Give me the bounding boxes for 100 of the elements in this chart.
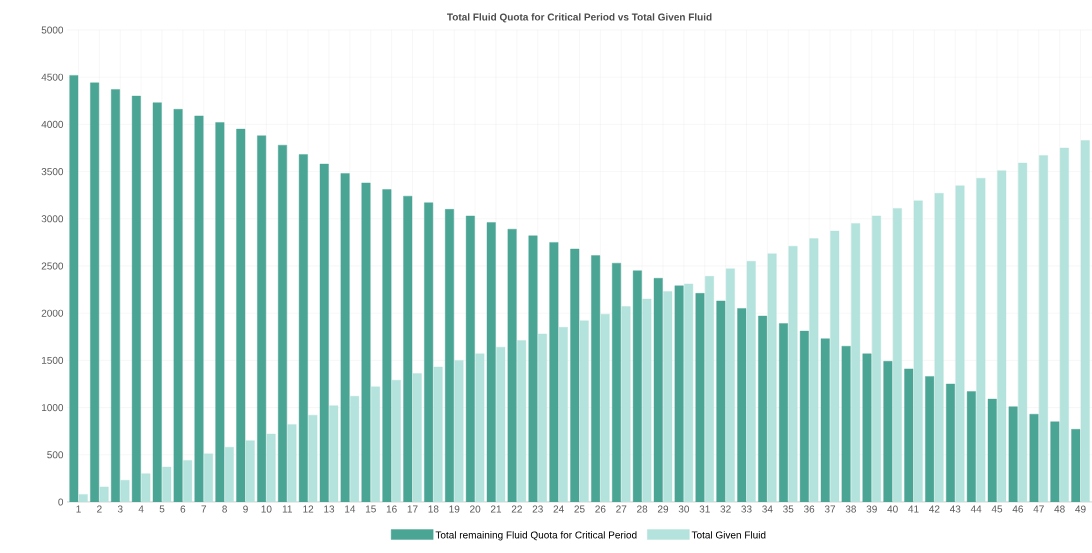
bar (558, 327, 568, 502)
x-tick-label: 29 (657, 505, 669, 513)
bar (245, 440, 255, 502)
bar (1018, 162, 1028, 502)
bar (162, 466, 172, 502)
bar (600, 313, 610, 502)
bar (663, 291, 673, 502)
x-tick-label: 38 (845, 505, 857, 513)
y-tick-label: 0 (58, 498, 64, 506)
x-tick-label: 40 (887, 505, 898, 513)
legend-label: Total Given Fluid (691, 531, 766, 539)
x-tick-label: 12 (303, 505, 314, 513)
bar (308, 414, 318, 502)
x-tick-label: 20 (470, 505, 481, 513)
x-tick-label: 39 (866, 505, 877, 513)
bar (1059, 147, 1069, 502)
x-tick-label: 32 (720, 505, 731, 513)
bar (851, 223, 861, 502)
x-tick-label: 47 (1033, 505, 1044, 513)
x-tick-label: 26 (595, 505, 606, 513)
bar (997, 170, 1007, 502)
bar (412, 373, 422, 502)
x-tick-label: 25 (574, 505, 585, 513)
bar (767, 253, 777, 502)
x-tick-label: 30 (678, 505, 690, 513)
chart-title: Total Fluid Quota for Critical Period vs Total Given Fluid (447, 13, 712, 23)
x-tick-label: 49 (1075, 505, 1086, 513)
x-tick-label: 43 (949, 505, 961, 513)
x-tick-label: 8 (222, 505, 227, 513)
x-tick-label: 37 (824, 505, 836, 513)
x-tick-label: 35 (783, 505, 794, 513)
bar (955, 185, 965, 502)
bar (391, 380, 401, 502)
bar (809, 238, 819, 502)
x-tick-label: 18 (428, 505, 439, 513)
x-tick-label: 9 (243, 505, 248, 513)
bar (725, 268, 735, 502)
bar (475, 353, 485, 502)
bar (496, 346, 506, 502)
x-tick-label: 6 (180, 505, 186, 513)
bar (830, 230, 840, 502)
x-tick-label: 24 (553, 505, 564, 513)
y-tick-label: 1500 (42, 356, 64, 364)
bar (976, 178, 986, 502)
x-tick-label: 46 (1012, 505, 1024, 513)
bar (913, 200, 923, 502)
y-tick-label: 4500 (41, 73, 64, 81)
x-tick-label: 16 (386, 505, 397, 513)
x-tick-label: 11 (282, 505, 292, 513)
bar (579, 320, 589, 502)
x-tick-label: 45 (991, 505, 1003, 513)
bar (934, 193, 944, 502)
bar (350, 396, 360, 502)
bar (329, 405, 339, 502)
x-tick-label: 21 (490, 505, 502, 513)
bar (1039, 155, 1048, 502)
x-tick-label: 2 (97, 505, 102, 513)
y-tick-label: 2000 (41, 309, 64, 317)
y-tick-label: 500 (47, 451, 64, 459)
legend-label: Total remaining Fluid Quota for Critical Period (435, 531, 637, 541)
y-tick-label: 4000 (41, 120, 64, 128)
bar (266, 433, 276, 502)
y-tick-label: 5000 (41, 26, 64, 34)
bar (454, 360, 464, 502)
bar (287, 424, 297, 502)
x-tick-label: 31 (699, 505, 710, 513)
bar (684, 283, 694, 502)
x-tick-label: 7 (201, 505, 207, 513)
bar (1080, 140, 1090, 502)
x-tick-label: 22 (511, 505, 522, 513)
bar (99, 486, 109, 502)
x-tick-label: 48 (1054, 505, 1065, 513)
bar (433, 366, 443, 502)
bar (621, 306, 631, 502)
x-tick-label: 3 (117, 505, 123, 513)
x-tick-label: 13 (324, 505, 335, 513)
x-tick-label: 1 (76, 505, 81, 513)
y-tick-label: 3000 (41, 215, 64, 223)
bar (788, 245, 798, 502)
bar (78, 494, 88, 502)
x-tick-label: 5 (159, 505, 165, 513)
x-tick-label: 34 (762, 505, 773, 513)
bar (538, 333, 547, 502)
x-tick-label: 15 (365, 505, 376, 513)
y-tick-label: 2500 (41, 262, 64, 270)
bar (204, 453, 213, 502)
bar (224, 447, 234, 502)
bar (141, 473, 151, 502)
x-tick-label: 36 (803, 505, 815, 513)
bar (892, 208, 902, 502)
x-tick-label: 41 (908, 505, 919, 513)
x-tick-label: 4 (138, 505, 144, 513)
y-tick-label: 1000 (42, 404, 64, 412)
x-tick-label: 42 (929, 505, 940, 513)
x-tick-label: 44 (970, 505, 982, 513)
bar (371, 386, 380, 502)
bar (517, 340, 527, 502)
x-tick-label: 17 (407, 505, 418, 513)
x-tick-label: 33 (741, 505, 752, 513)
x-tick-label: 28 (637, 505, 648, 513)
